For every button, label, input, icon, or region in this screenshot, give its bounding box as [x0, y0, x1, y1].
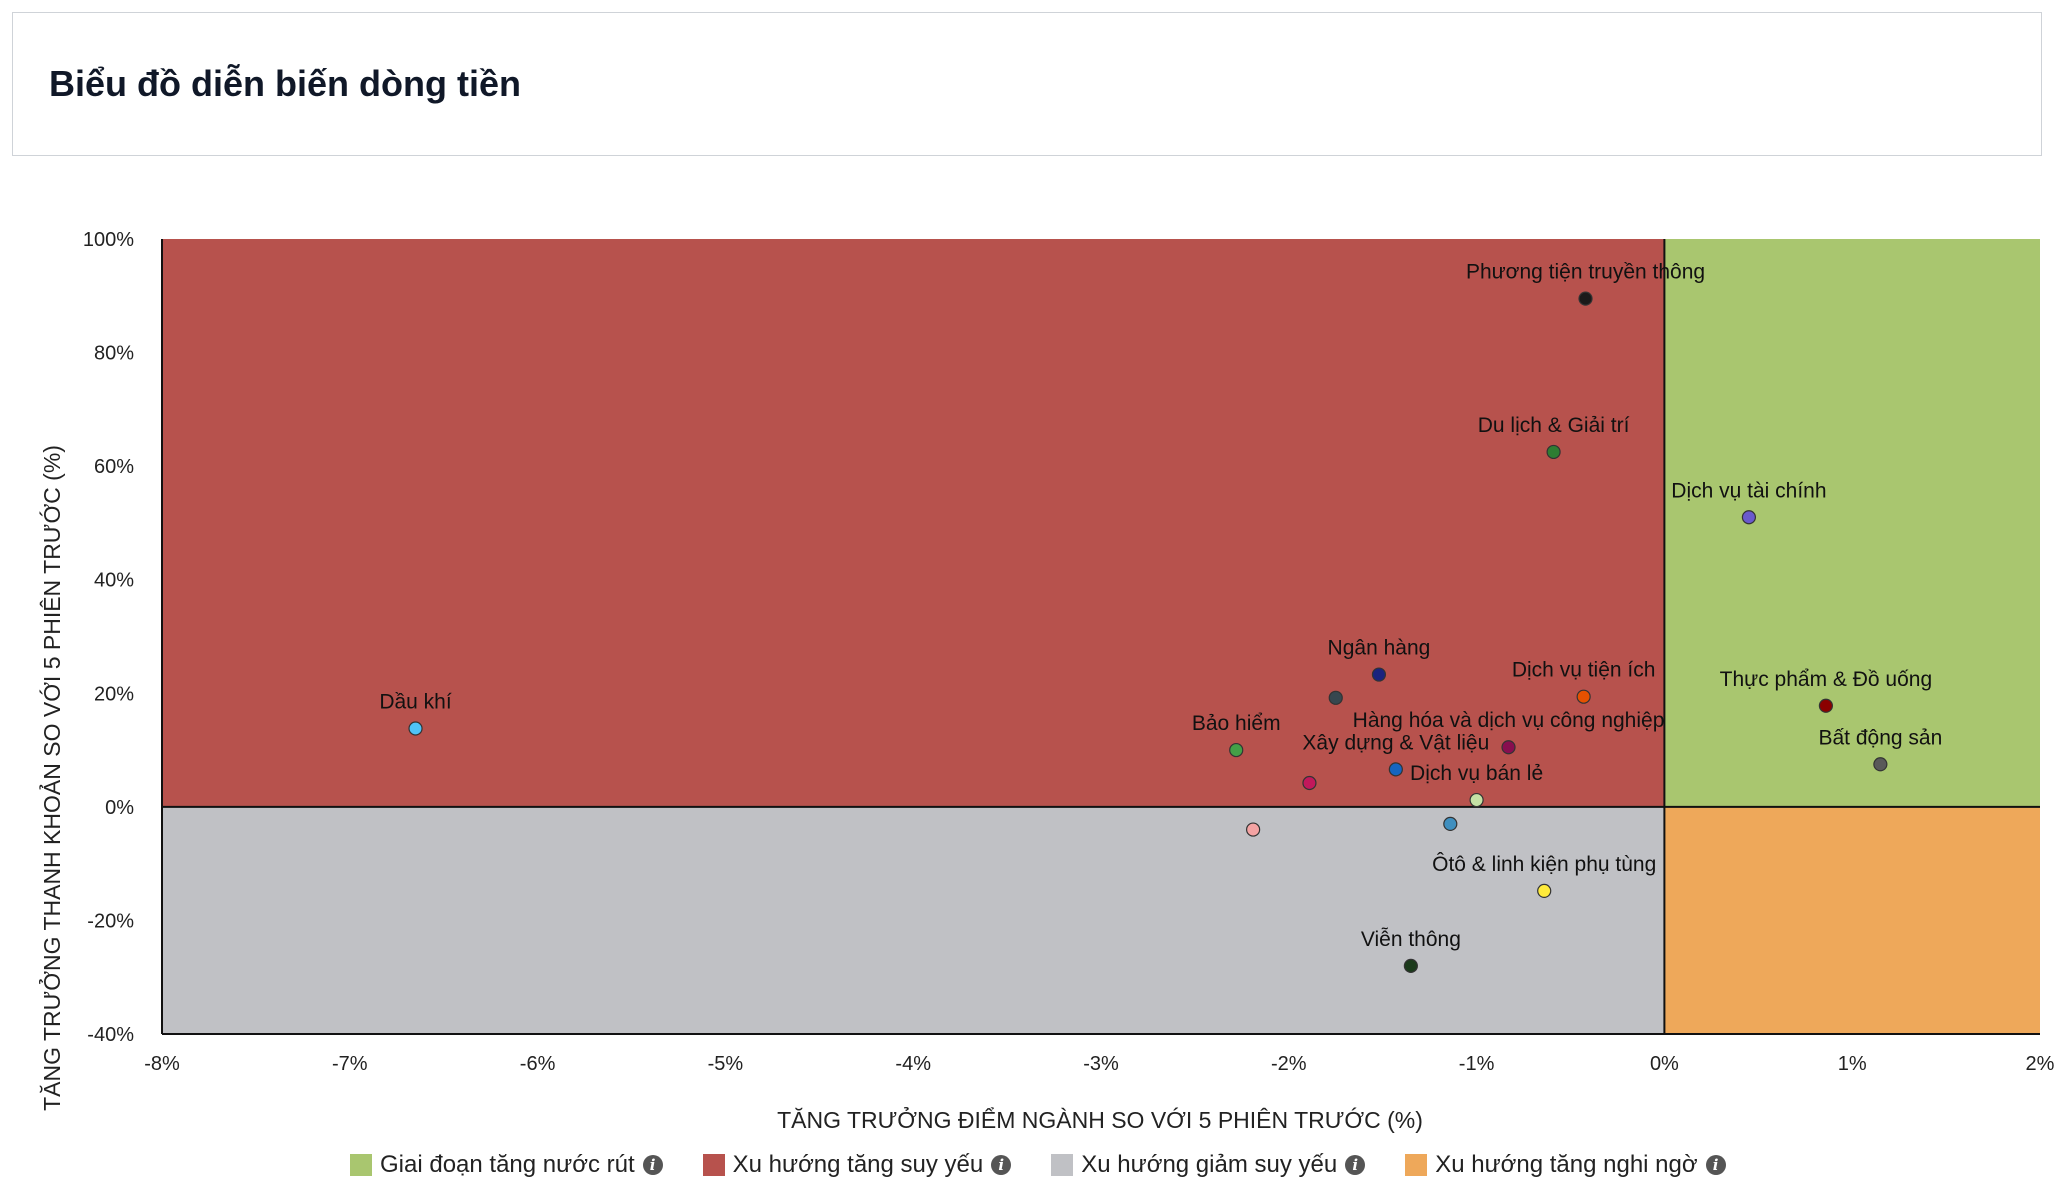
scatter-chart: -8% -7% -6% -5% -4% -3% -2% -1% 0% 1% 2% -40% -20% 0%…: [37, 229, 2054, 1133]
legend-swatch: [1051, 1154, 1074, 1176]
scatter-point[interactable]: [1229, 742, 1244, 758]
page-title: Biểu đồ diễn biến dòng tiền: [49, 63, 521, 104]
point-label: Ôtô & linh kiện phụ tùng: [1432, 853, 1656, 876]
legend-item[interactable]: Xu hướng tăng nghi ngờ i: [1405, 1151, 1726, 1179]
scatter-point[interactable]: [1403, 958, 1418, 973]
chart-header-card: Biểu đồ diễn biến dòng tiền: [12, 12, 2042, 156]
quadrant-bottom-right: [1664, 806, 2040, 1034]
x-axis-label: TĂNG TRƯỞNG ĐIỂM NGÀNH SO VỚI 5 PHIÊN TR…: [777, 1105, 1423, 1133]
chart-legend: Giai đoạn tăng nước rút i Xu hướng tăng su…: [350, 1150, 1726, 1180]
y-tick-label: 60%: [94, 456, 134, 478]
point-label: Dịch vụ tiện ích: [1512, 659, 1656, 682]
point-label: Dầu khí: [379, 690, 452, 713]
info-icon[interactable]: i: [642, 1155, 663, 1175]
legend-item[interactable]: Xu hướng giảm suy yếu i: [1051, 1151, 1366, 1179]
scatter-point[interactable]: [1576, 689, 1591, 704]
scatter-point[interactable]: [1302, 775, 1317, 791]
y-tick-label: -20%: [87, 910, 134, 932]
point-label: Phương tiện truyền thông: [1466, 261, 1705, 284]
info-icon[interactable]: i: [1345, 1155, 1366, 1175]
scatter-point[interactable]: [1443, 816, 1458, 831]
point-label: Du lịch & Giải trí: [1478, 414, 1630, 437]
tick-labels: -8% -7% -6% -5% -4% -3% -2% -1% 0% 1% 2% -40% -20% 0%…: [83, 229, 2054, 1075]
point-label: Ngân hàng: [1328, 637, 1431, 660]
scatter-point[interactable]: [1371, 667, 1387, 682]
scatter-point[interactable]: [1469, 792, 1484, 808]
y-tick-label: 80%: [94, 343, 134, 365]
scatter-point[interactable]: [1388, 762, 1403, 777]
x-tick-label: 1%: [1838, 1053, 1867, 1075]
point-label: Bảo hiểm: [1192, 712, 1281, 735]
y-tick-label: -40%: [87, 1024, 134, 1046]
legend-label: Xu hướng tăng suy yếu: [732, 1151, 984, 1178]
quadrant-backgrounds: [162, 239, 2040, 1034]
scatter-point[interactable]: [1501, 740, 1516, 755]
point-label: Thực phẩm & Đồ uống: [1720, 668, 1933, 691]
y-axis-label: TĂNG TRƯỞNG THANH KHOẢN SO VỚI 5 PHIÊN T…: [37, 445, 65, 1111]
y-tick-label: 0%: [105, 797, 134, 819]
quadrant-bottom-left: [162, 806, 1665, 1034]
legend-label: Xu hướng giảm suy yếu: [1081, 1151, 1338, 1178]
info-icon[interactable]: i: [1705, 1155, 1726, 1175]
point-labels: Phương tiện truyền thông Du lịch & Giải t…: [379, 261, 1942, 951]
x-tick-label: 2%: [2026, 1053, 2054, 1075]
x-tick-label: -7%: [332, 1053, 368, 1075]
legend-swatch: [702, 1154, 725, 1176]
x-tick-label: -8%: [144, 1053, 180, 1075]
scatter-point[interactable]: [1537, 883, 1552, 899]
chart-axes: [161, 239, 2040, 1035]
point-label: Dịch vụ tài chính: [1671, 479, 1826, 502]
y-tick-label: 20%: [94, 683, 134, 705]
scatter-point[interactable]: [1546, 444, 1561, 460]
legend-label: Xu hướng tăng nghi ngờ: [1435, 1151, 1698, 1178]
x-tick-label: 0%: [1650, 1053, 1679, 1075]
y-tick-label: 100%: [83, 229, 134, 251]
x-tick-label: -3%: [1083, 1053, 1119, 1075]
legend-label: Giai đoạn tăng nước rút: [380, 1151, 635, 1178]
scatter-point[interactable]: [1818, 698, 1834, 713]
x-tick-label: -5%: [708, 1053, 744, 1075]
x-tick-label: -1%: [1459, 1053, 1495, 1075]
quadrant-top-right: [1664, 239, 2040, 807]
scatter-point[interactable]: [1873, 757, 1888, 772]
legend-item[interactable]: Giai đoạn tăng nước rút i: [350, 1151, 663, 1179]
legend-item[interactable]: Xu hướng tăng suy yếu i: [702, 1151, 1012, 1179]
scatter-point[interactable]: [1578, 291, 1593, 306]
scatter-point[interactable]: [1328, 690, 1343, 705]
point-label: Bất động sản: [1818, 726, 1942, 749]
info-icon[interactable]: i: [991, 1155, 1012, 1175]
scatter-point[interactable]: [408, 721, 423, 736]
x-tick-label: -2%: [1271, 1053, 1307, 1075]
legend-swatch: [350, 1154, 372, 1176]
scatter-point[interactable]: [1246, 822, 1261, 837]
quadrant-top-left: [162, 239, 1665, 807]
x-tick-label: -6%: [520, 1053, 556, 1075]
x-tick-label: -4%: [895, 1053, 931, 1075]
legend-swatch: [1405, 1154, 1428, 1176]
scatter-point[interactable]: [1741, 510, 1757, 525]
point-label: Viễn thông: [1361, 928, 1461, 951]
point-label: Xây dựng & Vật liệu: [1302, 731, 1489, 754]
y-tick-label: 40%: [94, 570, 134, 592]
data-points: [408, 291, 1888, 973]
point-label: Dịch vụ bán lẻ: [1410, 762, 1543, 785]
point-label: Hàng hóa và dịch vụ công nghiệp: [1353, 709, 1665, 732]
